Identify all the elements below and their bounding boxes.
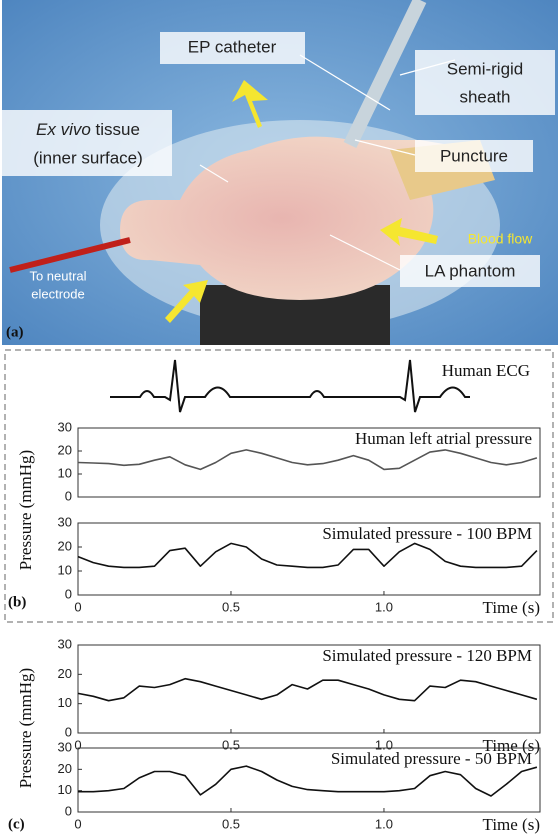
y-tick-label: 0: [65, 724, 72, 739]
panel-label: (a): [6, 324, 24, 340]
label-la-phantom: LA phantom: [425, 261, 516, 280]
y-axis-label: Pressure (mmHg): [16, 668, 35, 788]
y-tick-label: 0: [65, 803, 72, 818]
ecg-label: Human ECG: [442, 361, 530, 380]
label-electrode: To neutral: [29, 268, 86, 283]
y-tick-label: 20: [58, 761, 72, 776]
y-tick-label: 20: [58, 666, 72, 681]
chart: 0 10 20 30 Human left atrial pressure: [58, 419, 541, 503]
plot-frame: [77, 522, 541, 596]
panel-label: (b): [8, 594, 26, 610]
x-axis-label: Time (s): [483, 815, 540, 834]
chart-title: Simulated pressure - 100 BPM: [322, 524, 532, 543]
y-tick-label: 30: [58, 739, 72, 754]
label-tissue-rest: tissue: [91, 120, 140, 139]
y-tick-label: 10: [58, 695, 72, 710]
arrows: [165, 80, 438, 323]
y-tick-label: 0: [65, 488, 72, 503]
y-tick-label: 30: [58, 514, 72, 529]
y-tick-label: 20: [58, 538, 72, 553]
label-sheath: Semi-rigid: [447, 59, 524, 78]
panel-label: (c): [8, 816, 25, 832]
y-tick-label: 10: [58, 562, 72, 577]
catheter: [343, 0, 427, 149]
x-tick-label: 0.5: [222, 816, 240, 831]
line: [78, 765, 538, 797]
y-tick-label: 30: [58, 419, 72, 434]
label-boxes: [2, 32, 555, 287]
chart-title: Simulated pressure - 120 BPM: [322, 646, 532, 665]
y-tick-label: 20: [58, 442, 72, 457]
ecg-trace: [110, 359, 470, 413]
x-axis-label: Time (s): [483, 598, 540, 617]
label-ep-catheter: EP catheter: [188, 37, 277, 56]
tissue-phantom: [120, 136, 480, 300]
label-blood-flow: Blood flow: [468, 231, 533, 247]
x-tick-label: 0: [74, 599, 81, 614]
label-tissue: Ex vivo tissue: [36, 120, 140, 139]
line: [77, 449, 538, 471]
x-tick-label: 1.0: [375, 816, 393, 831]
x-axis-label: Time (s): [483, 736, 540, 755]
plot-frame: [77, 747, 541, 813]
y-tick-label: 0: [65, 586, 72, 601]
label-puncture: Puncture: [440, 146, 508, 165]
panel-b-frame: [4, 349, 554, 623]
chart-title: Simulated pressure - 50 BPM: [331, 749, 532, 768]
line: [77, 542, 538, 569]
x-tick-label: 0: [74, 816, 81, 831]
y-tick-label: 10: [58, 465, 72, 480]
y-tick-label: 30: [58, 636, 72, 651]
x-tick-label: 0.5: [222, 599, 240, 614]
y-tick-label: 10: [58, 782, 72, 797]
plot-frame: [77, 644, 541, 734]
y-axis-label: Pressure (mmHg): [16, 450, 35, 570]
label-tissue-italic: Ex vivo: [36, 120, 91, 139]
photo: EP catheter Semi-rigid sheath Ex vivo ti…: [2, 0, 558, 345]
label-tissue-line2: (inner surface): [33, 148, 143, 167]
line: [77, 677, 538, 702]
chart: 0 10 20 30 0 0.5 1.0 Time (s) Simulated pressure…: [58, 514, 541, 617]
wire: [9, 237, 131, 273]
x-tick-label: 0: [74, 737, 81, 752]
chart-title: Human left atrial pressure: [355, 429, 532, 448]
x-tick-label: 1.0: [375, 737, 393, 752]
x-tick-label: 0.5: [222, 737, 240, 752]
label-sheath: sheath: [459, 87, 510, 106]
label-electrode: electrode: [31, 286, 84, 301]
x-tick-label: 1.0: [375, 599, 393, 614]
